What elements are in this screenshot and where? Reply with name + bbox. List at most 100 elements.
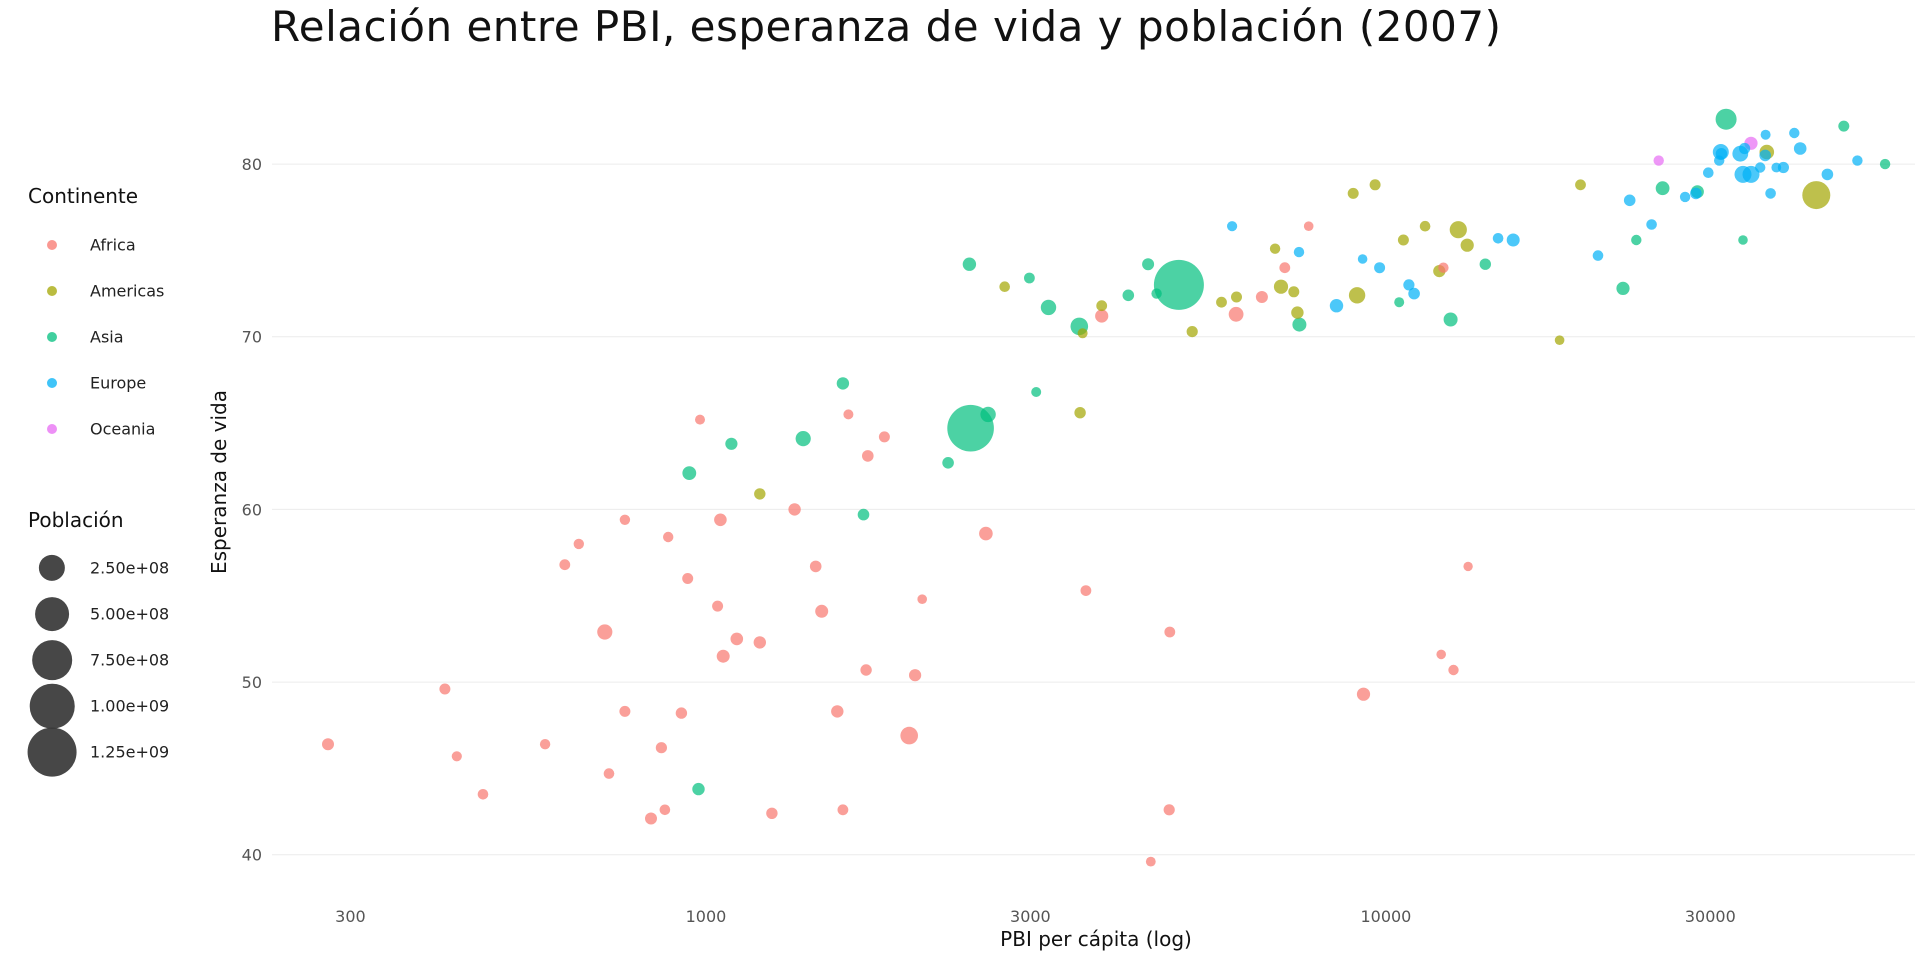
data-point-americas xyxy=(1273,279,1289,294)
y-tick-label: 70 xyxy=(242,328,262,347)
data-point-americas xyxy=(1575,179,1586,191)
data-point-africa xyxy=(1080,585,1092,596)
legend-key-africa xyxy=(47,240,57,250)
data-point-americas xyxy=(1397,234,1409,246)
data-point-africa xyxy=(714,513,727,527)
data-point-africa xyxy=(322,738,334,751)
data-point-africa xyxy=(815,604,829,618)
data-point-africa xyxy=(619,705,631,717)
data-point-africa xyxy=(439,683,451,695)
data-point-africa xyxy=(909,669,922,682)
data-point-africa xyxy=(862,450,874,462)
data-point-asia xyxy=(962,257,977,271)
data-point-europe xyxy=(1742,165,1760,183)
data-point-africa xyxy=(1448,664,1459,676)
data-point-asia xyxy=(980,406,996,423)
data-point-oceania xyxy=(1653,155,1664,166)
data-point-asia xyxy=(795,431,811,447)
legend-label: Asia xyxy=(90,327,124,347)
data-point-asia xyxy=(1031,387,1042,397)
size-legend-label: 2.50e+08 xyxy=(90,558,170,578)
data-point-europe xyxy=(1852,155,1863,166)
data-point-africa xyxy=(843,409,854,420)
y-tick-label: 50 xyxy=(242,673,262,692)
data-point-africa xyxy=(917,594,927,604)
x-tick-label: 300 xyxy=(335,907,366,926)
legend-label: Americas xyxy=(90,281,165,301)
data-point-asia xyxy=(682,466,697,480)
data-point-americas xyxy=(1449,221,1467,239)
data-point-europe xyxy=(1821,168,1834,181)
data-point-americas xyxy=(1231,291,1242,303)
data-point-americas xyxy=(1460,238,1474,252)
data-point-africa xyxy=(766,807,778,819)
data-point-europe xyxy=(1357,254,1368,264)
size-legend-item: 5.00e+08 xyxy=(28,594,228,634)
data-point-africa xyxy=(1436,649,1446,660)
data-point-africa xyxy=(712,600,724,612)
data-point-asia xyxy=(1040,299,1057,316)
legend-item-asia: Asia xyxy=(28,317,228,357)
data-point-europe xyxy=(1765,188,1776,199)
data-point-africa xyxy=(619,514,631,525)
data-point-europe xyxy=(1771,162,1782,173)
data-point-europe xyxy=(1227,221,1238,232)
size-legend-key xyxy=(38,554,66,582)
data-point-americas xyxy=(1074,407,1086,419)
data-point-asia xyxy=(1122,289,1135,302)
data-point-africa xyxy=(860,664,872,676)
data-point-asia xyxy=(1631,234,1642,246)
legend-key-europe xyxy=(47,378,57,388)
data-points xyxy=(322,108,1891,867)
data-point-asia xyxy=(857,508,870,521)
data-point-africa xyxy=(659,804,671,816)
data-point-africa xyxy=(695,414,705,425)
x-axis-label: PBI per cápita (log) xyxy=(1000,927,1192,951)
data-point-asia xyxy=(1153,259,1204,310)
size-legend-label: 1.00e+09 xyxy=(90,696,170,716)
data-point-americas xyxy=(1802,181,1831,210)
data-point-americas xyxy=(1269,243,1281,254)
data-point-africa xyxy=(682,573,694,584)
data-point-americas xyxy=(1369,179,1381,191)
data-point-americas xyxy=(1216,296,1227,308)
data-point-asia xyxy=(1394,297,1405,308)
legend-item-europe: Europe xyxy=(28,363,228,403)
data-point-africa xyxy=(1463,561,1473,572)
x-tick-label: 10000 xyxy=(1360,907,1411,926)
data-point-africa xyxy=(1163,804,1175,816)
data-point-asia xyxy=(1715,108,1737,130)
y-tick-label: 60 xyxy=(242,500,262,519)
x-tick-label: 1000 xyxy=(686,907,727,926)
data-point-asia xyxy=(1151,288,1162,299)
grid-lines xyxy=(272,163,1915,856)
y-axis-label: Esperanza de vida xyxy=(207,390,231,574)
data-point-africa xyxy=(573,538,584,550)
data-point-americas xyxy=(1419,220,1431,232)
data-point-americas xyxy=(1186,326,1198,338)
data-point-africa xyxy=(597,624,613,640)
data-point-asia xyxy=(1616,281,1630,295)
data-point-europe xyxy=(1408,287,1420,300)
data-point-europe xyxy=(1506,233,1520,247)
data-point-americas xyxy=(1554,335,1565,346)
data-point-europe xyxy=(1703,167,1714,178)
data-point-africa xyxy=(1303,221,1314,231)
data-point-africa xyxy=(645,812,657,825)
legend-key-oceania xyxy=(47,424,57,434)
size-legend-key xyxy=(27,727,77,777)
data-point-asia xyxy=(1292,317,1307,332)
data-point-asia xyxy=(1879,158,1891,170)
data-point-asia xyxy=(1838,120,1850,132)
data-point-asia xyxy=(942,457,954,469)
data-point-americas xyxy=(1291,306,1304,319)
legend-label: Oceania xyxy=(90,419,156,439)
size-legend-title: Población xyxy=(28,508,124,532)
data-point-africa xyxy=(1228,306,1244,322)
data-point-europe xyxy=(1592,250,1604,261)
legend-key-asia xyxy=(47,332,57,342)
data-point-americas xyxy=(1288,286,1300,298)
legend-key-americas xyxy=(47,286,57,296)
chart-title: Relación entre PBI, esperanza de vida y … xyxy=(271,2,1502,51)
legend-item-oceania: Oceania xyxy=(28,409,228,449)
